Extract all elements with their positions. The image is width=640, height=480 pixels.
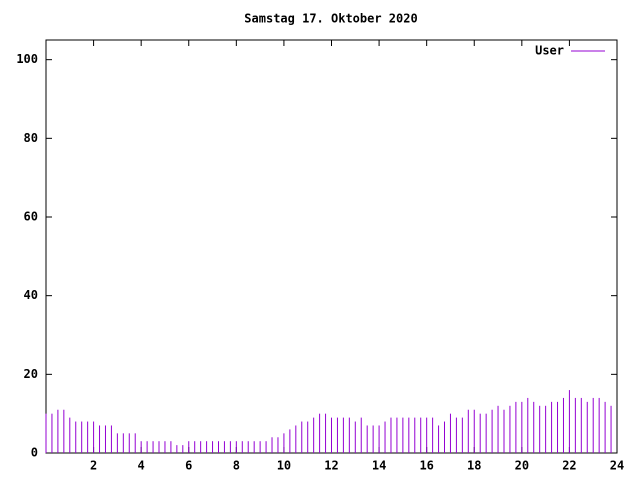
x-tick-label: 2 — [90, 459, 97, 473]
y-tick-label: 60 — [24, 210, 38, 224]
x-tick-label: 8 — [233, 459, 240, 473]
y-tick-label: 100 — [16, 52, 38, 66]
x-tick-label: 12 — [324, 459, 338, 473]
x-tick-label: 16 — [419, 459, 433, 473]
chart-title: Samstag 17. Oktober 2020 — [244, 12, 417, 26]
y-tick-label: 0 — [31, 446, 38, 460]
x-tick-label: 22 — [562, 459, 576, 473]
x-tick-label: 4 — [138, 459, 145, 473]
x-tick-label: 20 — [515, 459, 529, 473]
y-tick-label: 40 — [24, 288, 38, 302]
x-tick-label: 18 — [467, 459, 481, 473]
plot-frame — [45, 39, 618, 454]
y-tick-label: 80 — [24, 131, 38, 145]
x-tick-label: 14 — [372, 459, 386, 473]
x-tick-label: 24 — [610, 459, 624, 473]
legend-label: User — [535, 44, 564, 58]
y-tick-label: 20 — [24, 367, 38, 381]
x-tick-label: 10 — [277, 459, 291, 473]
x-tick-label: 6 — [185, 459, 192, 473]
